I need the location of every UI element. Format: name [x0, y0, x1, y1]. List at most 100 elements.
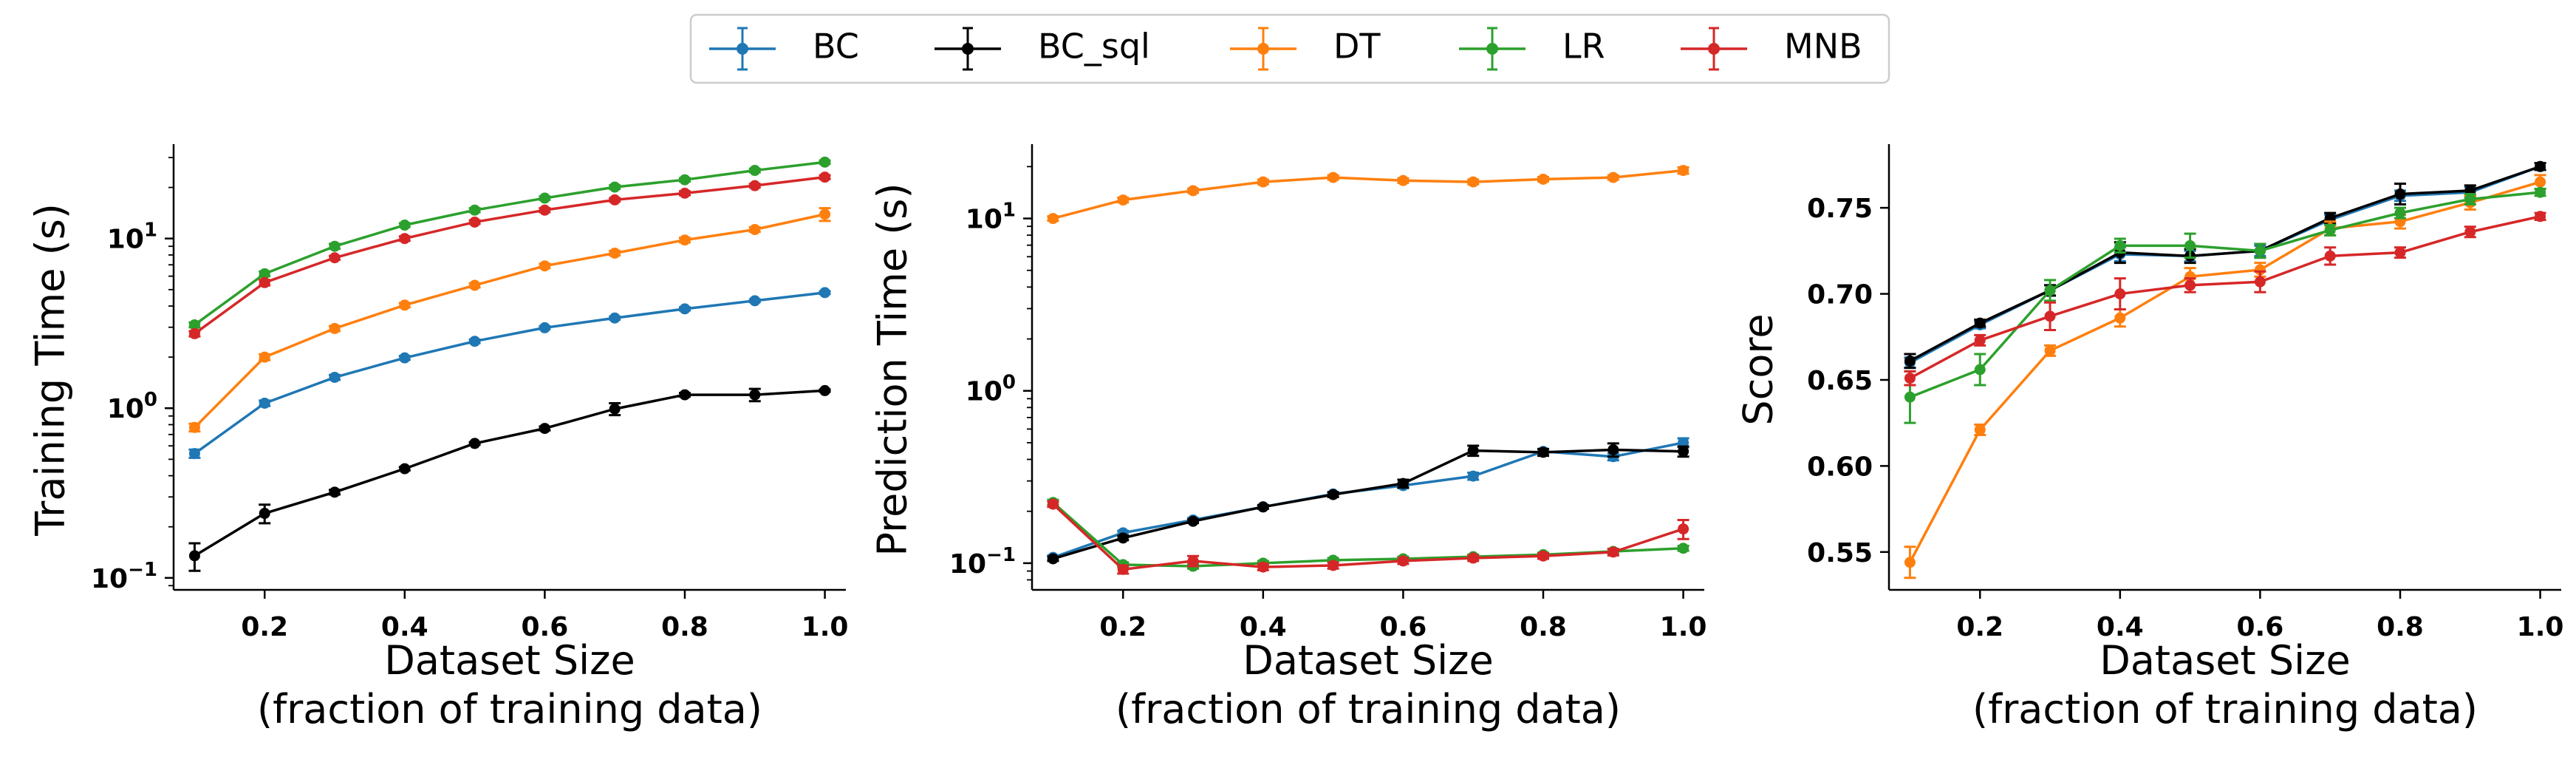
data-point — [329, 322, 341, 334]
x-tick-label: 0.6 — [2237, 612, 2284, 642]
data-point — [188, 319, 200, 330]
data-point — [2394, 207, 2406, 219]
data-point — [469, 438, 481, 449]
series-lr — [188, 156, 831, 330]
legend-marker — [737, 43, 748, 55]
data-point — [2464, 194, 2476, 205]
series-line — [1052, 169, 1684, 220]
x-tick-label: 0.2 — [241, 612, 288, 642]
data-point — [2324, 224, 2336, 236]
legend-marker — [1257, 43, 1269, 55]
data-point — [1608, 546, 1619, 558]
x-tick-label: 0.4 — [381, 612, 428, 642]
data-point — [1328, 171, 1339, 183]
data-point — [609, 181, 621, 193]
data-point — [1328, 560, 1339, 571]
legend-item-mnb: MNB — [1681, 27, 1862, 71]
x-tick-label: 1.0 — [802, 612, 849, 642]
data-point — [259, 508, 270, 520]
x-tick-label: 0.4 — [1240, 612, 1287, 642]
x-tick-label: 1.0 — [2517, 612, 2564, 642]
data-point — [2394, 188, 2406, 200]
data-point — [1467, 470, 1479, 482]
data-point — [329, 240, 341, 252]
data-point — [1117, 194, 1129, 206]
data-point — [399, 352, 411, 364]
data-point — [819, 171, 831, 183]
x-tick-label: 0.8 — [661, 612, 708, 642]
y-tick-label: 0.60 — [1807, 452, 1873, 482]
data-point — [469, 336, 481, 347]
data-point — [1047, 553, 1059, 565]
data-point — [2464, 226, 2476, 238]
data-point — [1047, 213, 1059, 225]
data-point — [188, 550, 200, 562]
data-point — [1257, 176, 1269, 188]
series-line — [1052, 503, 1684, 571]
data-point — [819, 208, 831, 220]
training-time-panel: 0.2 0.4 0.6 0.8 1.0 10−1 100 101 Training Time … — [27, 144, 849, 733]
data-point — [2324, 250, 2336, 262]
data-point — [2394, 247, 2406, 259]
data-point — [1537, 446, 1549, 458]
x-tick-label: 0.4 — [2097, 612, 2144, 642]
series-mnb — [1904, 211, 2546, 387]
data-point — [609, 194, 621, 205]
data-point — [399, 220, 411, 231]
data-point — [259, 276, 270, 288]
legend-item-bc: BC — [709, 27, 859, 71]
x-tick-label: 0.6 — [522, 612, 569, 642]
data-point — [1974, 334, 1986, 346]
data-point — [1537, 173, 1549, 185]
series-mnb — [188, 171, 831, 339]
series-line — [1909, 165, 2541, 362]
data-point — [329, 252, 341, 264]
x-axis-label-subtitle: (fraction of training data) — [257, 686, 762, 733]
data-point — [1187, 515, 1199, 527]
x-tick-label: 0.2 — [1956, 612, 2003, 642]
data-point — [1537, 550, 1549, 562]
series-line — [1909, 215, 2541, 380]
data-point — [1608, 444, 1619, 455]
data-point — [188, 327, 200, 339]
legend-marker — [962, 43, 974, 55]
data-point — [539, 204, 550, 216]
data-point — [2254, 276, 2266, 288]
data-point — [1187, 555, 1199, 567]
data-point — [539, 260, 550, 272]
data-point — [188, 421, 200, 433]
data-point — [259, 351, 270, 363]
data-point — [679, 234, 691, 246]
x-tick-label: 0.6 — [1380, 612, 1427, 642]
data-point — [749, 224, 761, 236]
y-tick-label: 100 — [107, 389, 157, 424]
series-line — [194, 160, 825, 326]
data-point — [259, 268, 270, 279]
data-point — [2254, 245, 2266, 256]
data-point — [1397, 555, 1409, 567]
data-point — [749, 295, 761, 307]
data-point — [539, 322, 550, 333]
data-point — [2114, 288, 2126, 300]
data-point — [1678, 523, 1690, 535]
data-point — [2114, 312, 2126, 324]
series-mnb — [1047, 498, 1690, 575]
data-point — [1257, 561, 1269, 573]
data-point — [1904, 373, 1916, 384]
data-point — [1678, 446, 1690, 458]
y-tick-label: 101 — [107, 220, 157, 255]
data-point — [1467, 445, 1479, 457]
data-point — [1974, 424, 1986, 435]
data-point — [819, 384, 831, 396]
data-point — [679, 187, 691, 199]
data-point — [749, 180, 761, 191]
data-point — [1467, 176, 1479, 188]
data-point — [469, 279, 481, 291]
data-point — [2535, 186, 2546, 198]
legend-item-dt: DT — [1230, 27, 1381, 71]
data-point — [749, 165, 761, 177]
data-point — [609, 312, 621, 324]
data-point — [469, 204, 481, 216]
